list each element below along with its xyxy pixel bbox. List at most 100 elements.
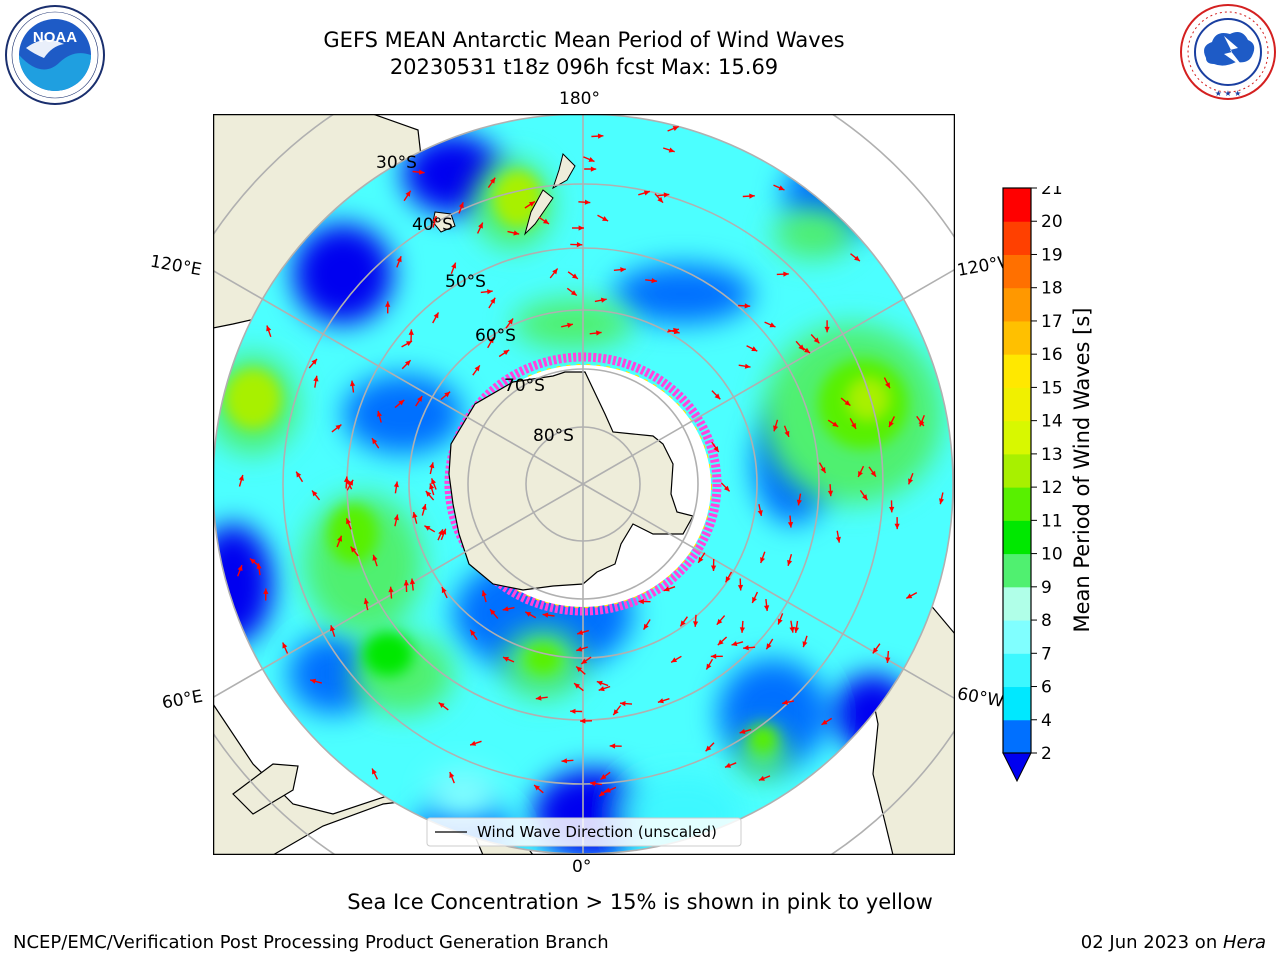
wind-arrow-head xyxy=(717,639,724,646)
wind-arrow-head xyxy=(578,225,584,231)
wind-arrow-head xyxy=(813,337,820,344)
wind-arrow-head xyxy=(597,133,604,139)
wind-arrow-head xyxy=(576,666,582,672)
wind-arrow-head xyxy=(939,498,944,505)
wind-arrow-head xyxy=(474,365,480,372)
wind-arrow-head xyxy=(529,201,535,207)
colorbar-band xyxy=(1003,586,1031,621)
wind-arrow-head xyxy=(796,499,802,506)
sea-ice-note: Sea Ice Concentration > 15% is shown in … xyxy=(347,890,933,914)
colorbar-tick-label: 7 xyxy=(1041,644,1052,664)
wind-arrow-head xyxy=(490,177,496,184)
wind-arrow-head xyxy=(282,642,288,649)
wind-arrow-head xyxy=(854,255,860,262)
wind-arrow-head xyxy=(789,626,795,633)
wind-arrow-head xyxy=(488,337,494,344)
wind-arrow-head xyxy=(470,629,476,636)
wind-arrow-head xyxy=(237,565,243,571)
colorbar-label: Mean Period of Wind Waves [s] xyxy=(1070,307,1094,633)
colorbar-band xyxy=(1003,719,1031,754)
wind-arrow-head xyxy=(787,522,794,528)
wind-arrow-head xyxy=(405,360,411,366)
colorbar-tick-label: 10 xyxy=(1041,545,1063,565)
wind-arrow-head xyxy=(350,546,356,553)
wind-arrow-head xyxy=(398,399,405,406)
wind-arrow-head xyxy=(490,609,496,615)
legend-label: Wind Wave Direction (unscaled) xyxy=(477,823,717,841)
wind-arrow-head xyxy=(588,157,595,162)
lon-label-60e: 60°E xyxy=(160,686,205,714)
wind-arrow-head xyxy=(769,322,776,328)
colorbar-tick-label: 19 xyxy=(1041,245,1063,265)
wind-arrow-head xyxy=(312,490,318,497)
colorbar-band xyxy=(1003,387,1031,422)
wind-arrow-head xyxy=(393,514,399,521)
wind-arrow-head xyxy=(567,322,573,328)
colorbar-band xyxy=(1003,553,1031,588)
wind-arrow-head xyxy=(570,290,577,296)
wind-arrow-head xyxy=(731,641,738,647)
wind-arrow-head xyxy=(693,621,699,627)
lon-label-180: 180° xyxy=(559,89,600,109)
wind-arrow-head xyxy=(766,643,772,650)
wind-arrow-head xyxy=(671,657,678,663)
wind-arrow-head xyxy=(574,683,580,689)
wind-arrow-head xyxy=(643,190,650,196)
wind-arrow-head xyxy=(620,701,626,707)
wind-arrow-head xyxy=(429,462,435,469)
map-legend: Wind Wave Direction (unscaled) xyxy=(426,817,742,847)
wind-arrow-head xyxy=(481,590,487,597)
wind-arrow-head xyxy=(870,470,876,477)
wind-arrow-head xyxy=(458,202,464,209)
svg-text:★ ★ ★: ★ ★ ★ xyxy=(1215,89,1242,98)
wind-arrow-head xyxy=(490,297,496,304)
wind-arrow-head xyxy=(764,605,770,611)
colorbar-tick-label: 16 xyxy=(1041,345,1063,365)
wind-arrow-head xyxy=(576,242,583,248)
colorbar-band xyxy=(1003,653,1031,688)
wind-arrow-head xyxy=(429,483,435,490)
wind-arrow-head xyxy=(425,491,432,497)
africa-land xyxy=(213,702,534,855)
wind-arrow-head xyxy=(385,301,391,307)
wind-arrow-head xyxy=(725,762,731,768)
colorbar-band xyxy=(1003,686,1031,721)
wind-arrow-head xyxy=(609,743,616,749)
wind-arrow-head xyxy=(343,476,350,483)
wind-arrow-head xyxy=(403,580,409,586)
wind-arrow-head xyxy=(263,588,269,594)
colorbar-band xyxy=(1003,453,1031,488)
wind-arrow-head xyxy=(350,380,356,387)
wind-arrow-head xyxy=(705,745,712,752)
wind-arrow-head xyxy=(744,363,751,369)
title-line-2: 20230531 t18z 096h fcst Max: 15.69 xyxy=(389,55,779,79)
wind-arrow-head xyxy=(424,525,431,531)
wind-arrow-head xyxy=(663,586,670,592)
wind-arrow-head xyxy=(543,218,549,224)
wind-arrow-head xyxy=(406,341,412,346)
wind-arrow-head xyxy=(266,325,272,332)
wind-arrow-head xyxy=(758,775,765,781)
colorbar-band xyxy=(1003,221,1031,255)
wind-arrow-head xyxy=(832,421,839,427)
wind-arrow-head xyxy=(335,424,342,430)
noaa-logo-text: NOAA xyxy=(33,29,77,46)
wind-arrow-head xyxy=(438,702,445,708)
wind-arrow-head xyxy=(412,512,418,518)
wind-arrow-head xyxy=(337,535,342,542)
wind-arrow-head xyxy=(561,758,568,764)
wind-arrow-head xyxy=(698,556,704,563)
wind-arrow-head xyxy=(858,471,863,477)
colorbar-tick-label: 11 xyxy=(1041,511,1063,531)
wind-arrow-head xyxy=(872,647,879,654)
wind-arrow-head xyxy=(431,478,436,485)
wind-arrow-head xyxy=(542,612,549,618)
wind-arrow-head xyxy=(598,686,605,692)
wind-arrow-head xyxy=(657,698,664,704)
colorbar-band xyxy=(1003,520,1031,555)
madagascar-land xyxy=(232,763,299,815)
wind-arrow-head xyxy=(372,438,378,445)
wind-arrow-head xyxy=(885,657,891,663)
wind-arrow-head xyxy=(711,565,717,571)
antarctica-land xyxy=(448,371,694,591)
